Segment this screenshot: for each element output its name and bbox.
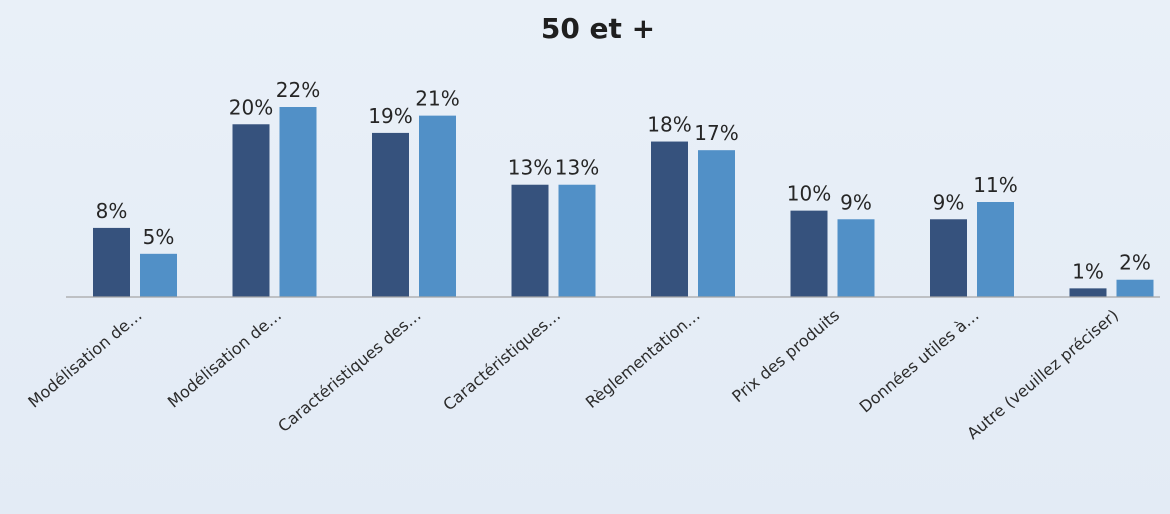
bar-1-7 xyxy=(930,219,967,297)
value-label-2-2: 22% xyxy=(276,78,320,102)
value-label-1-3: 19% xyxy=(368,104,412,128)
bar-2-1 xyxy=(140,253,177,297)
bar-2-8 xyxy=(1116,279,1154,297)
bar-1-4 xyxy=(511,184,549,297)
bars-layer xyxy=(93,107,1154,298)
value-label-2-5: 17% xyxy=(694,121,738,145)
value-label-1-7: 9% xyxy=(933,190,965,214)
value-label-2-6: 9% xyxy=(840,190,872,214)
value-label-2-8: 2% xyxy=(1119,251,1151,275)
value-label-2-1: 5% xyxy=(143,225,175,249)
bar-1-2 xyxy=(232,124,270,297)
bar-2-7 xyxy=(977,202,1014,297)
bar-1-1 xyxy=(93,227,130,297)
bar-1-6 xyxy=(790,210,828,297)
value-label-1-6: 10% xyxy=(787,182,831,206)
category-labels-layer: Modélisation de… Modélisation de…Caractér… xyxy=(24,306,1122,444)
value-label-1-5: 18% xyxy=(647,113,691,137)
bar-2-2 xyxy=(279,107,317,297)
category-label-5: Règlementation… xyxy=(582,306,704,412)
bar-2-4 xyxy=(558,184,596,297)
value-label-1-1: 8% xyxy=(96,199,128,223)
category-label-2: Modélisation de… xyxy=(164,306,285,412)
category-label-3: Caractéristiques des… xyxy=(274,306,424,436)
category-label-1: Modélisation de… xyxy=(24,306,145,412)
category-label-6: Prix des produits xyxy=(728,306,843,407)
category-label-8: Autre (veuillez préciser) xyxy=(963,306,1122,444)
value-label-1-8: 1% xyxy=(1072,259,1104,283)
bar-1-5 xyxy=(651,141,688,297)
bar-2-6 xyxy=(837,219,875,297)
bar-1-8 xyxy=(1069,288,1107,297)
bar-2-3 xyxy=(419,115,456,298)
value-label-2-3: 21% xyxy=(415,87,459,111)
value-labels-layer: 8% 5% 20%22% 19%21% 13% 13% 18% 17% 10% 9% 9% 11% 1%… xyxy=(96,78,1151,283)
value-label-1-4: 13% xyxy=(508,156,552,180)
value-label-2-4: 13% xyxy=(555,156,599,180)
bar-1-3 xyxy=(372,132,409,297)
category-label-7: Données utiles à… xyxy=(856,306,983,417)
value-label-2-7: 11% xyxy=(973,173,1017,197)
value-label-1-2: 20% xyxy=(229,95,273,119)
bar-2-5 xyxy=(698,150,735,297)
chart-title: 50 et + xyxy=(541,12,655,45)
category-label-4: Caractéristiques… xyxy=(439,306,564,415)
